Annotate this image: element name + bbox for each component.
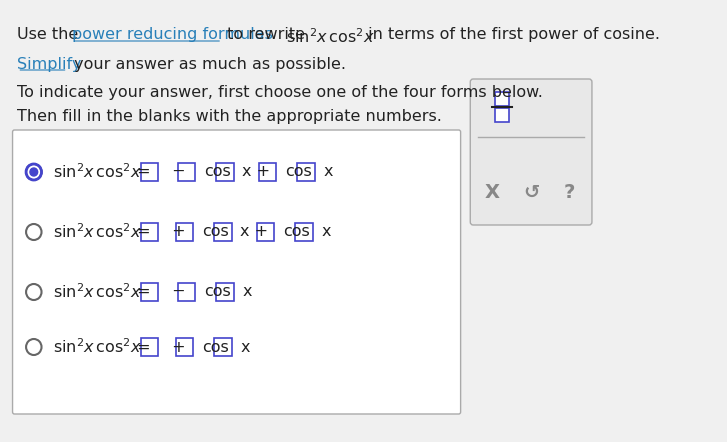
FancyBboxPatch shape <box>214 338 232 356</box>
FancyBboxPatch shape <box>217 163 233 181</box>
FancyBboxPatch shape <box>12 130 461 414</box>
Text: $\sin^2\!x\,\cos^2\!x$: $\sin^2\!x\,\cos^2\!x$ <box>53 223 142 241</box>
Text: =: = <box>132 164 156 179</box>
FancyBboxPatch shape <box>495 92 509 106</box>
FancyBboxPatch shape <box>470 79 592 225</box>
FancyBboxPatch shape <box>217 283 233 301</box>
Text: Then fill in the blanks with the appropriate numbers.: Then fill in the blanks with the appropr… <box>17 109 442 124</box>
Text: x: x <box>321 225 331 240</box>
Text: $\sin^2\!x\,\cos^2\!x$: $\sin^2\!x\,\cos^2\!x$ <box>286 27 375 46</box>
Text: cos: cos <box>283 225 310 240</box>
FancyBboxPatch shape <box>295 223 313 241</box>
FancyBboxPatch shape <box>141 338 158 356</box>
Text: cos: cos <box>285 164 312 179</box>
FancyBboxPatch shape <box>141 163 158 181</box>
Text: cos: cos <box>202 225 228 240</box>
Text: +: + <box>167 339 190 354</box>
FancyBboxPatch shape <box>177 163 195 181</box>
FancyBboxPatch shape <box>257 223 274 241</box>
FancyBboxPatch shape <box>176 223 193 241</box>
Text: To indicate your answer, first choose one of the four forms below.: To indicate your answer, first choose on… <box>17 85 543 100</box>
Text: =: = <box>132 285 156 300</box>
Text: Simplify: Simplify <box>17 57 81 72</box>
Text: power reducing formulas: power reducing formulas <box>73 27 273 42</box>
Circle shape <box>30 168 38 176</box>
FancyBboxPatch shape <box>141 283 158 301</box>
Text: $\sin^2\!x\,\cos^2\!x$: $\sin^2\!x\,\cos^2\!x$ <box>53 282 142 301</box>
FancyBboxPatch shape <box>297 163 315 181</box>
Text: x: x <box>242 285 252 300</box>
Text: −: − <box>167 285 190 300</box>
Text: ?: ? <box>564 183 575 202</box>
Text: in terms of the first power of cosine.: in terms of the first power of cosine. <box>363 27 660 42</box>
Text: x +: x + <box>242 164 276 179</box>
Text: your answer as much as possible.: your answer as much as possible. <box>68 57 345 72</box>
Text: −: − <box>167 164 190 179</box>
FancyBboxPatch shape <box>259 163 276 181</box>
Text: +: + <box>167 225 190 240</box>
Text: to rewrite: to rewrite <box>222 27 310 42</box>
Text: cos: cos <box>202 339 228 354</box>
Text: =: = <box>132 339 156 354</box>
Text: =: = <box>132 225 156 240</box>
FancyBboxPatch shape <box>214 223 232 241</box>
FancyBboxPatch shape <box>176 338 193 356</box>
Text: x: x <box>324 164 333 179</box>
Text: X: X <box>485 183 500 202</box>
Text: $\sin^2\!x\,\cos^2\!x$: $\sin^2\!x\,\cos^2\!x$ <box>53 338 142 356</box>
Text: $\sin^2\!x\,\cos^2\!x$: $\sin^2\!x\,\cos^2\!x$ <box>53 163 142 181</box>
Text: cos: cos <box>204 164 230 179</box>
FancyBboxPatch shape <box>177 283 195 301</box>
Text: x: x <box>241 339 250 354</box>
FancyBboxPatch shape <box>495 108 509 122</box>
FancyBboxPatch shape <box>141 223 158 241</box>
Text: ↺: ↺ <box>523 183 539 202</box>
Text: x +: x + <box>241 225 273 240</box>
Text: Use the: Use the <box>17 27 84 42</box>
Text: cos: cos <box>204 285 230 300</box>
